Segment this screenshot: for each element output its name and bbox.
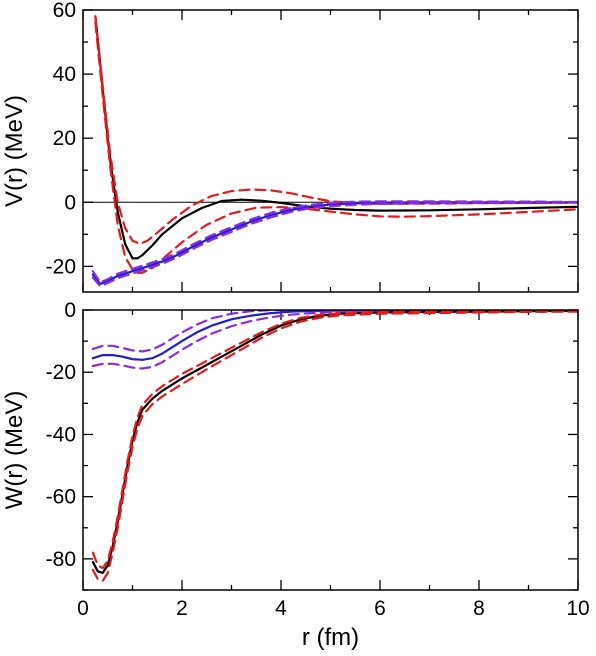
bottom-series-line-5 [91,310,578,582]
bottom-series-line-0 [91,310,578,361]
panel-top-v: -20 0 20 40 60 V(r) (MeV) [1,0,579,293]
top-ytick-label: 20 [53,127,76,150]
top-ytick-label: -20 [46,255,76,278]
bottom-xtick-label: 2 [176,597,188,620]
bottom-ytick-label: -80 [46,548,76,571]
top-series-line-3 [91,201,578,286]
top-ytick-label: 40 [53,63,76,86]
bottom-xtick-label: 6 [374,597,386,620]
bottom-xtick-label: 4 [275,597,287,620]
bottom-plot-frame [82,309,579,591]
bottom-ytick-label: -20 [46,361,76,384]
top-series-line-5 [91,201,578,288]
bottom-ytick-label: -40 [46,423,76,446]
bottom-xtick-label: 10 [566,597,589,620]
panel-bottom-w: -80 -60 -40 -20 0 0 2 4 6 8 10 W(r) (MeV) r (fm) [1,299,590,651]
top-series-line-2 [94,21,578,274]
top-ytick-label: 60 [53,0,76,22]
top-ylabel: V(r) (MeV) [1,95,28,207]
bottom-series-line-4 [91,310,578,570]
top-ytick-label: 0 [64,191,76,214]
bottom-xlabel: r (fm) [302,624,359,651]
bottom-ytick-label: 0 [64,299,76,322]
bottom-ytick-label: -60 [46,486,76,509]
top-series-line-0 [94,15,578,260]
bottom-series-line-2 [91,310,578,370]
top-plot-frame [82,9,579,293]
top-series-group [91,15,578,288]
bottom-series-group [91,310,578,582]
bottom-xtick-label: 0 [77,597,89,620]
bottom-series-line-1 [91,310,578,353]
bottom-xtick-label: 8 [473,597,485,620]
top-series-line-4 [91,200,578,284]
bottom-ylabel: W(r) (MeV) [1,391,28,510]
